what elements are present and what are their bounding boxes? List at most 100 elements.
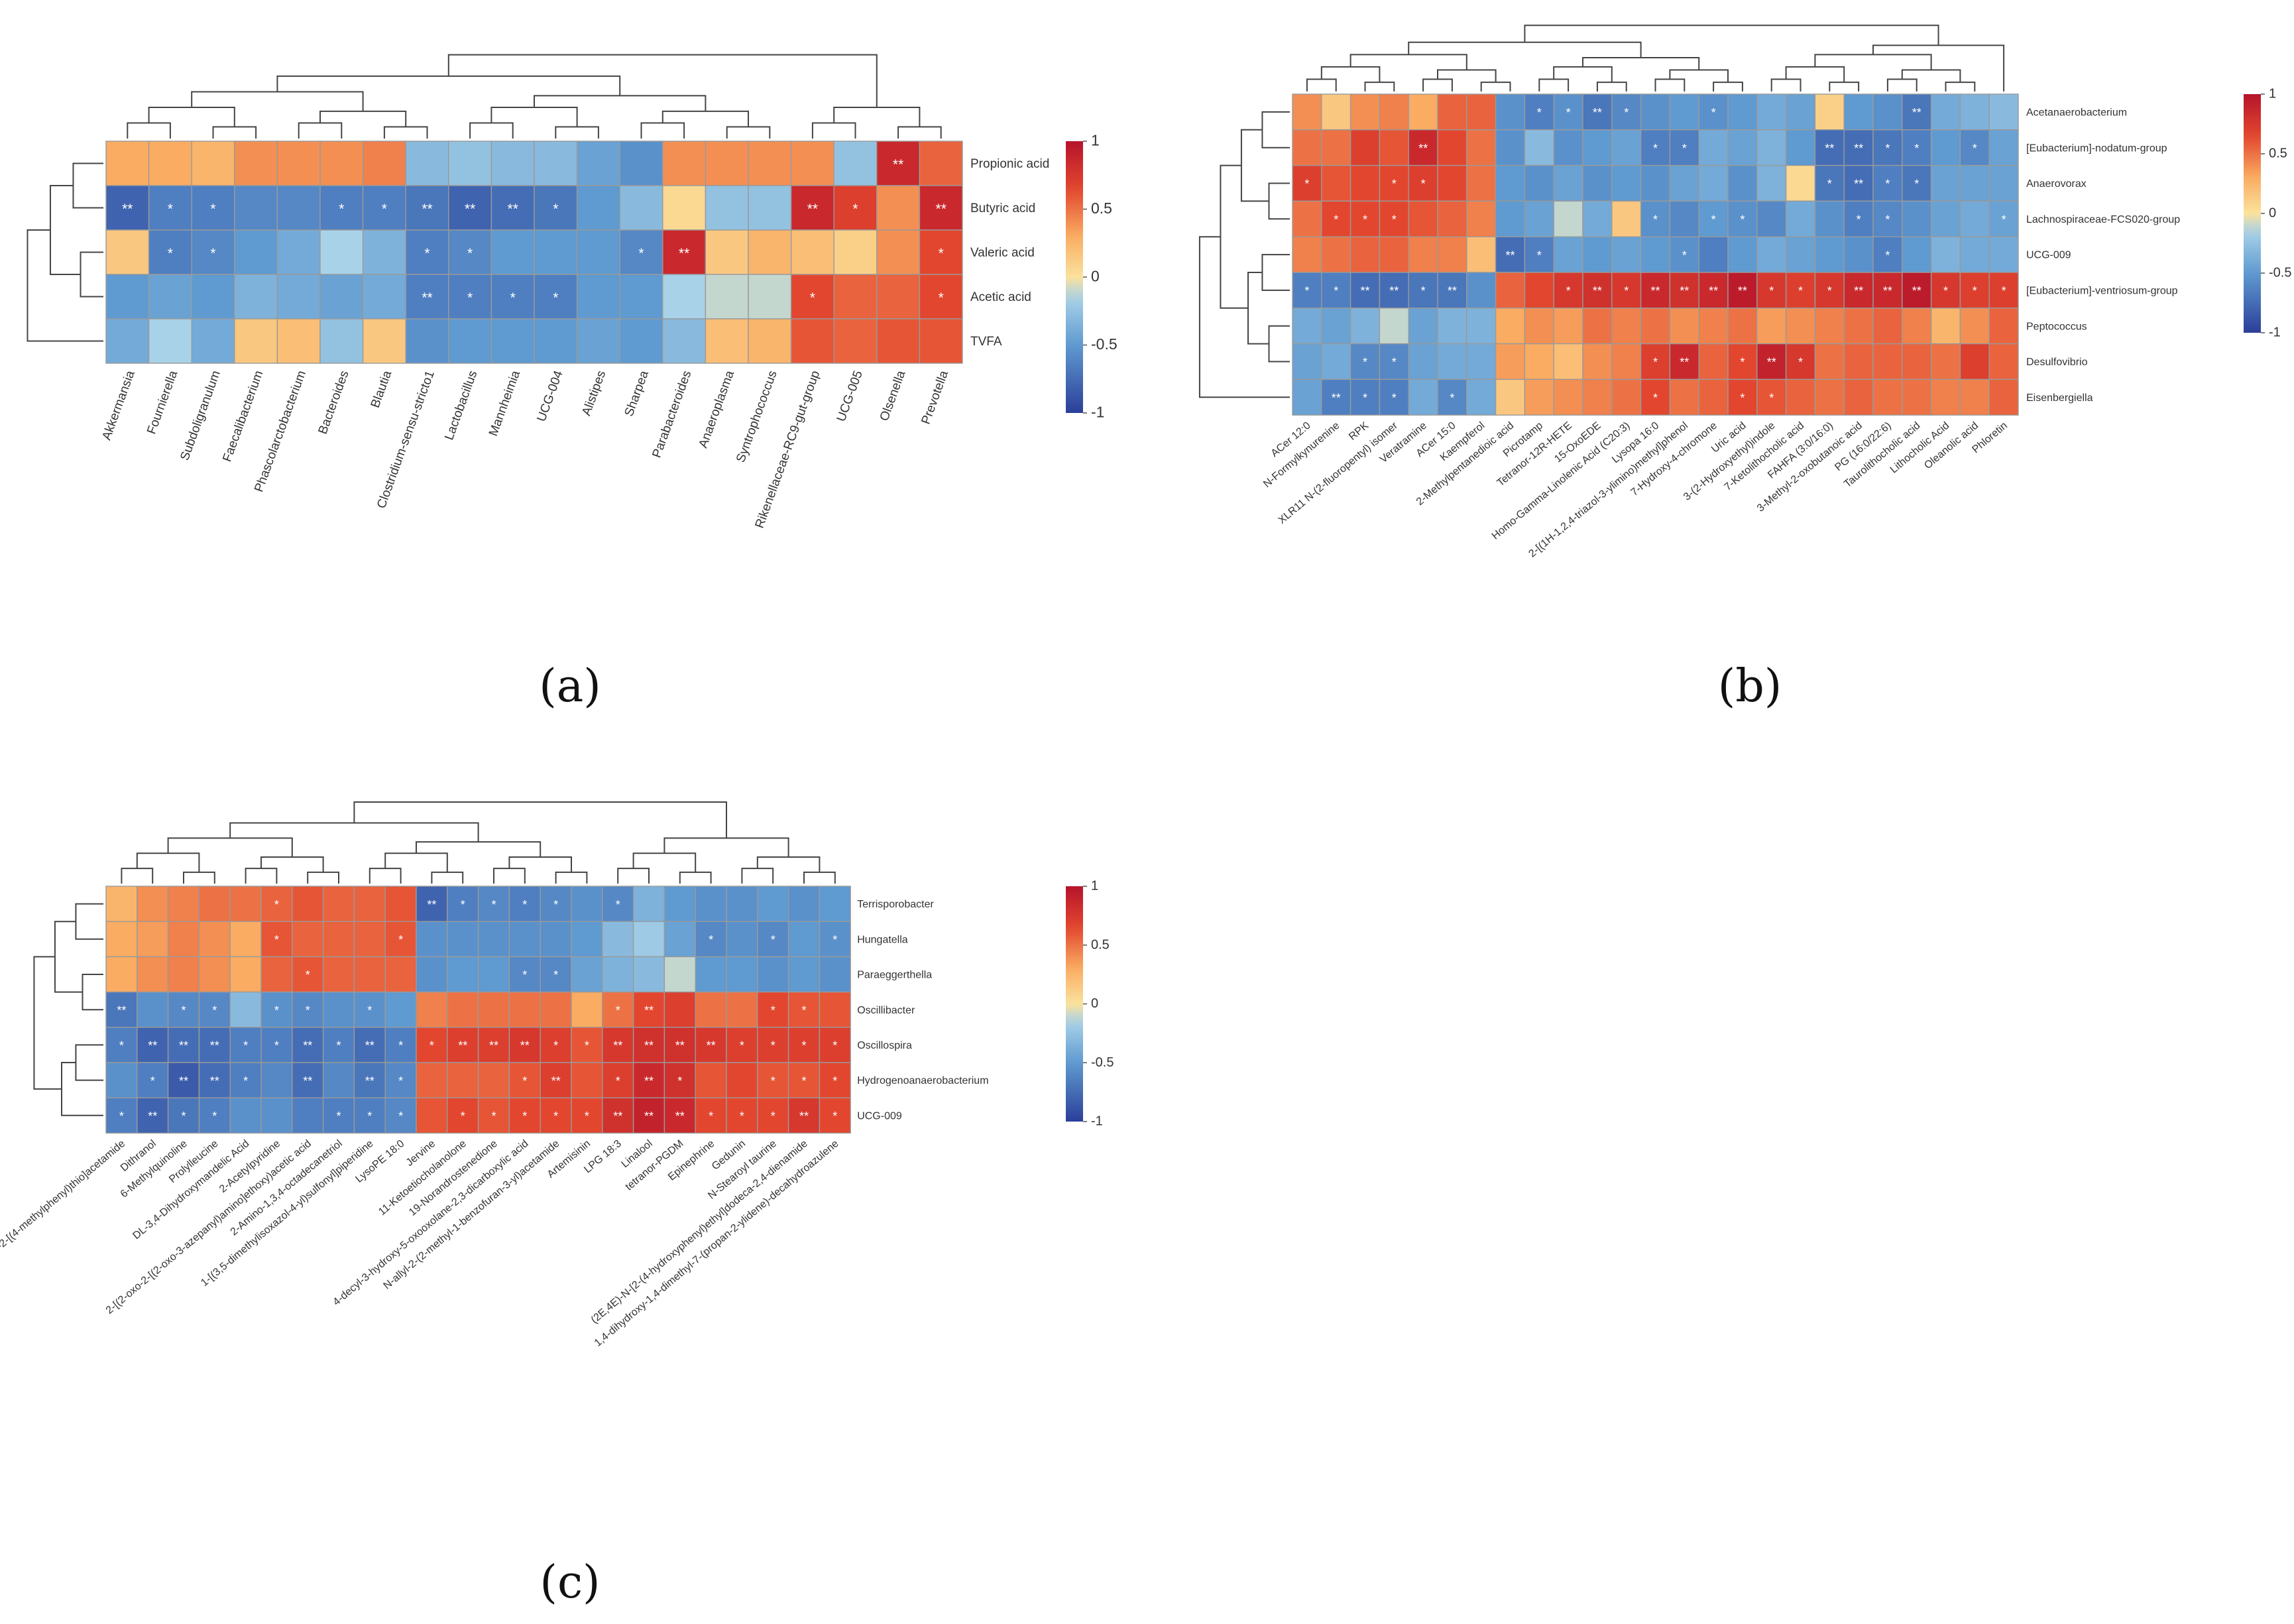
heatmap-cells: ****************************************… [105, 886, 851, 1134]
heatmap-cell [276, 141, 321, 186]
significance-mark: * [771, 1039, 775, 1053]
column-label: Sharpea [622, 369, 652, 418]
heatmap-cell [1785, 378, 1816, 416]
significance-mark: * [212, 1004, 217, 1017]
heatmap-cell [448, 185, 492, 231]
heatmap-cell [1321, 129, 1351, 166]
heatmap-cell [1785, 308, 1816, 345]
heatmap-cell [726, 991, 758, 1028]
significance-mark: ** [1825, 142, 1834, 155]
heatmap-cell [1640, 378, 1671, 416]
heatmap-cell [1611, 200, 1642, 237]
heatmap-cell [787, 991, 821, 1028]
heatmap-cell [276, 229, 321, 275]
heatmap-cell [1349, 200, 1381, 237]
significance-mark: ** [1418, 142, 1428, 155]
significance-mark: * [336, 1039, 341, 1053]
row-label: Desulfovibrio [2026, 357, 2088, 368]
heatmap-cell [1902, 343, 1932, 380]
row-label: Oscillospira [857, 1040, 912, 1051]
significance-mark: ** [1360, 284, 1369, 298]
significance-mark: ** [508, 202, 518, 217]
heatmap-cell [705, 141, 749, 186]
heatmap-cell [447, 921, 479, 958]
significance-mark: ** [644, 1039, 654, 1053]
heatmap-cell [477, 1062, 510, 1098]
colorbar-tick-label: -1 [1091, 1114, 1103, 1129]
significance-mark: * [2002, 213, 2006, 227]
significance-mark: ** [807, 202, 818, 217]
heatmap-cell [229, 956, 262, 993]
heatmap-cell [1727, 378, 1758, 416]
significance-mark: ** [520, 1039, 530, 1053]
significance-mark: * [1682, 249, 1687, 262]
heatmap-cell [1843, 378, 1874, 416]
column-label: Fournierella [144, 369, 180, 436]
significance-mark: ** [1912, 284, 1921, 298]
heatmap-cell [1349, 164, 1381, 202]
heatmap-cell [234, 318, 278, 364]
column-label: Mannheimia [487, 369, 523, 438]
column-label: Prevotella [919, 369, 951, 426]
heatmap-cell [1930, 200, 1961, 237]
colorbar-gradient [2244, 94, 2261, 333]
heatmap-cell [260, 956, 293, 993]
heatmap-cell [1959, 200, 1990, 237]
heatmap-cell [1321, 308, 1351, 345]
colorbar-tick-label: 0 [2269, 206, 2276, 221]
panel-label-c: (c) [540, 1556, 600, 1609]
significance-mark: * [181, 1110, 186, 1123]
heatmap-cell [1669, 129, 1699, 166]
significance-mark: ** [179, 1039, 188, 1053]
heatmap-cell [362, 185, 406, 231]
colorbar-tick-label: 0.5 [2269, 146, 2287, 161]
significance-mark: ** [644, 1110, 654, 1123]
heatmap-cell [362, 318, 406, 364]
colorbar: 1 0.5 0 -0.5 -1 [1066, 879, 1114, 1129]
significance-mark: * [243, 1039, 248, 1053]
heatmap-cell [1988, 129, 2019, 166]
significance-mark: * [801, 1039, 806, 1053]
heatmap-cell [234, 274, 278, 319]
heatmap-cell [1727, 236, 1758, 273]
significance-mark: * [677, 1074, 682, 1088]
significance-mark: * [212, 1110, 217, 1123]
significance-mark: * [398, 1039, 403, 1053]
heatmap-cell [191, 318, 235, 364]
significance-mark: * [1914, 178, 1919, 191]
colorbar-gradient [1066, 886, 1083, 1122]
heatmap-cell [1379, 200, 1409, 237]
significance-mark: * [430, 1039, 434, 1053]
heatmap-cell [1292, 378, 1322, 416]
heatmap-cell [1321, 378, 1351, 416]
column-label: Anaeroplasma [696, 369, 737, 450]
heatmap-cell [234, 141, 278, 186]
heatmap-cell [1930, 272, 1961, 309]
heatmap-cell [1698, 93, 1729, 131]
colorbar: 1 0.5 0 -0.5 -1 [2244, 87, 2291, 340]
significance-mark: ** [303, 1074, 312, 1088]
significance-mark: * [810, 290, 815, 306]
heatmap-cell [1553, 343, 1583, 380]
heatmap-cell [1553, 308, 1583, 345]
heatmap-cell [540, 1027, 572, 1063]
significance-mark: ** [458, 1039, 467, 1053]
heatmap-cell [105, 141, 150, 186]
heatmap-cell [1524, 129, 1554, 166]
colorbar-tick-label: 1 [1091, 132, 1100, 149]
heatmap-cell [416, 956, 448, 993]
significance-mark: ** [1505, 249, 1515, 262]
heatmap-cell [1611, 343, 1642, 380]
heatmap-cell [632, 921, 665, 958]
heatmap-cell [1553, 164, 1583, 202]
significance-mark: * [1740, 392, 1745, 405]
significance-mark: * [553, 1039, 558, 1053]
heatmap-cell [191, 141, 235, 186]
colorbar-tick-label: 0 [1091, 996, 1098, 1011]
heatmap-cell [1988, 308, 2019, 345]
heatmap-cell [508, 991, 541, 1028]
heatmap-cell [1466, 93, 1497, 131]
significance-mark: * [119, 1110, 124, 1123]
significance-mark: ** [1767, 356, 1776, 369]
heatmap-cell [105, 274, 150, 319]
